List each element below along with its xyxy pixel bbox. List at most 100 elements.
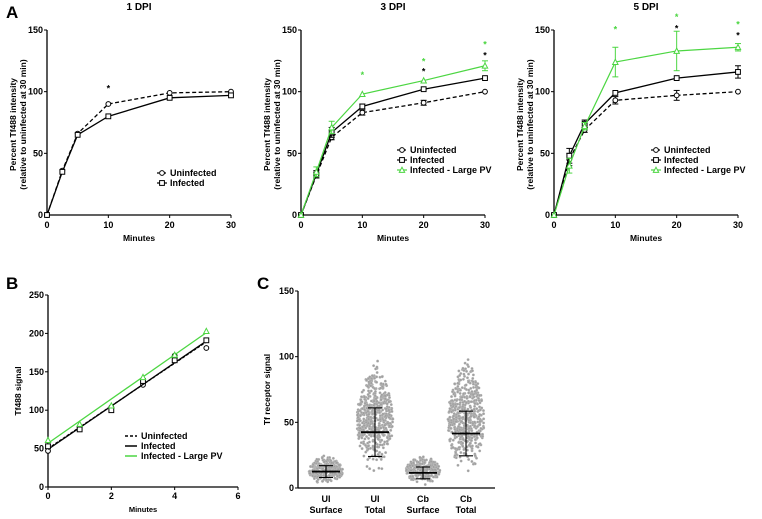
data-point [420,462,424,466]
data-point [383,440,387,444]
data-point [462,448,466,451]
y-tick-label: 0 [38,210,43,220]
data-point [365,378,369,382]
data-point [45,443,51,450]
data-point [420,76,428,84]
data-point [297,211,305,218]
y-axis-label: Percent Tf488 intensity [262,78,272,171]
data-point [311,474,315,478]
y-tick-label: 50 [34,444,44,454]
data-point [321,467,325,471]
data-point [311,472,315,475]
data-point [450,443,453,447]
data-point [376,452,380,456]
category-label: Cb [417,494,429,504]
data-point [383,391,387,394]
y-tick-label: 50 [284,417,294,427]
data-point [384,407,388,411]
x-axis-label: Minutes [129,505,157,514]
data-point [479,427,483,430]
data-point [469,414,473,418]
data-point [312,477,316,481]
data-point [478,442,482,446]
data-point [458,391,462,395]
data-point [462,368,466,372]
data-point [329,465,333,469]
data-point [465,369,468,373]
data-point [452,414,455,418]
data-point [448,438,452,442]
data-point [450,395,453,399]
data-point [473,399,477,403]
data-point [364,420,368,424]
legend-marker [159,170,165,176]
data-point [408,464,412,468]
data-point [326,457,330,461]
data-point [459,451,463,454]
data-point [362,454,366,458]
data-point [333,476,337,480]
data-point [469,405,473,409]
category-label: Total [365,505,386,515]
legend-label: Infected - Large PV [410,165,492,175]
data-point [448,402,452,405]
data-point [369,399,373,403]
data-point [453,408,457,412]
data-point [454,447,458,451]
legend-label: Infected [141,441,176,451]
data-point [461,444,465,448]
y-tick-label: 100 [29,405,44,415]
data-point [384,451,388,455]
x-tick-label: 30 [480,220,490,230]
data-point [368,467,372,471]
data-point [373,376,377,380]
data-point [455,435,459,439]
x-tick-label: 4 [172,491,177,501]
data-point [108,407,115,414]
data-point [455,399,458,403]
y-tick-label: 0 [545,210,550,220]
legend-marker [159,180,165,186]
data-point [389,428,393,432]
data-point [473,420,477,424]
data-point [385,442,389,446]
y-tick-label: 150 [282,25,297,35]
series-infected-large-pv: Infected - Large PV [44,327,223,461]
data-point [382,401,386,405]
data-point [382,434,386,437]
data-point [337,463,341,467]
data-point [456,384,460,388]
data-point [420,86,427,93]
chart-a2: 0 50 100 150 0 10 20 30 3 DPI Minutes Percent Tf48… [262,2,492,243]
data-point [475,407,479,411]
data-point [457,417,461,421]
data-point [387,415,391,419]
data-point [453,454,457,457]
data-point [360,400,364,404]
data-point [368,446,372,450]
data-point [469,386,473,390]
data-point [565,161,573,169]
data-point [369,384,373,388]
series-line [553,91,739,216]
data-point [459,378,463,382]
legend-marker [653,157,659,163]
data-point [375,365,379,369]
data-point [362,442,365,446]
y-axis-label: Tf receptor signal [262,354,272,425]
data-point [478,429,482,433]
data-point [365,406,369,410]
series-uninfected: Uninfected [45,341,210,454]
data-point [450,399,454,402]
data-point [464,383,468,387]
data-point [459,459,463,463]
series-infected-large-pv: Infected - Large PV [550,30,746,218]
data-point [377,466,381,470]
data-point [382,418,386,422]
data-point [452,422,456,426]
data-point [477,396,481,400]
chart-a1: 0 50 100 150 0 10 20 30 1 DPI Minutes Percent Tf48… [8,2,236,243]
